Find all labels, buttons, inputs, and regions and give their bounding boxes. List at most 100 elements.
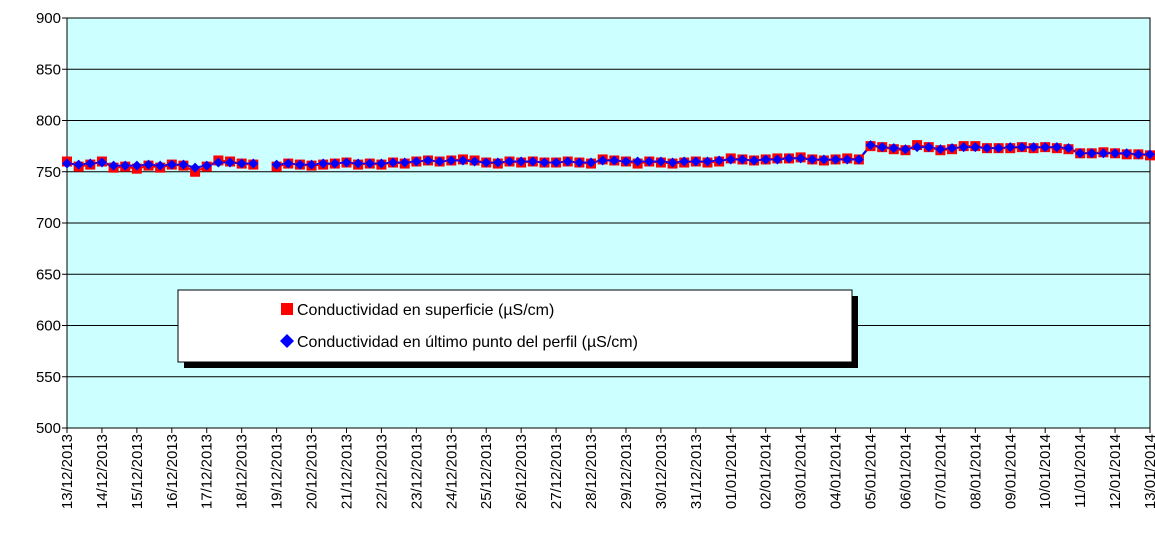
x-tick-label: 29/12/2013	[618, 434, 635, 509]
marker	[190, 162, 201, 173]
marker	[830, 154, 841, 165]
marker	[446, 155, 457, 166]
marker	[62, 158, 72, 169]
marker	[318, 158, 329, 169]
x-tick-label: 23/12/2013	[408, 434, 425, 509]
marker	[411, 156, 422, 167]
x-tick-label: 26/12/2013	[513, 434, 530, 509]
marker	[306, 159, 317, 170]
marker	[714, 155, 725, 166]
marker	[166, 159, 177, 170]
x-tick-label: 30/12/2013	[653, 434, 670, 509]
marker	[225, 157, 236, 168]
y-tick-label: 850	[36, 61, 61, 78]
marker	[597, 155, 608, 166]
marker	[329, 158, 340, 169]
legend-marker	[280, 334, 294, 348]
marker	[935, 144, 946, 155]
y-tick-label: 900	[36, 10, 61, 27]
x-tick-label: 13/12/2013	[59, 434, 76, 509]
marker	[294, 159, 305, 170]
marker	[364, 158, 375, 169]
marker	[155, 160, 166, 171]
marker	[131, 160, 142, 171]
x-tick-label: 18/12/2013	[234, 434, 251, 509]
marker	[527, 156, 538, 167]
marker	[888, 143, 899, 154]
marker	[539, 157, 550, 168]
marker	[1028, 142, 1039, 153]
marker	[434, 156, 445, 167]
marker	[1110, 148, 1121, 159]
marker	[96, 157, 107, 168]
marker	[865, 140, 876, 151]
marker	[143, 159, 154, 170]
x-tick-label: 09/01/2014	[1002, 434, 1019, 509]
x-tick-label: 15/12/2013	[129, 434, 146, 509]
marker	[481, 157, 492, 168]
marker	[586, 157, 597, 168]
marker	[1145, 149, 1155, 160]
marker	[1040, 142, 1051, 153]
marker	[807, 154, 818, 165]
marker	[1121, 148, 1132, 159]
marker	[120, 160, 131, 171]
plot-border	[66, 17, 1151, 429]
x-tick-label: 17/12/2013	[199, 434, 216, 509]
marker	[469, 156, 480, 167]
x-tick-label: 31/12/2013	[688, 434, 705, 509]
marker	[201, 160, 212, 171]
marker	[248, 158, 259, 169]
marker	[749, 155, 760, 166]
marker	[376, 158, 387, 169]
marker	[1133, 149, 1144, 160]
marker	[725, 154, 736, 165]
x-tick-label: 19/12/2013	[269, 434, 286, 509]
marker	[784, 153, 794, 164]
y-tick-label: 550	[36, 369, 61, 386]
marker	[1098, 148, 1109, 159]
x-tick-label: 22/12/2013	[373, 434, 390, 509]
marker	[958, 142, 969, 153]
marker	[353, 158, 364, 169]
legend-marker	[281, 303, 293, 315]
marker	[423, 155, 433, 166]
legend	[177, 289, 853, 363]
marker	[341, 157, 352, 168]
marker	[818, 154, 829, 165]
marker	[760, 154, 771, 165]
marker	[1086, 148, 1097, 159]
x-tick-label: 04/01/2014	[828, 434, 845, 509]
marker	[679, 156, 690, 167]
marker	[644, 156, 655, 167]
x-tick-label: 25/12/2013	[478, 434, 495, 509]
marker	[853, 154, 864, 165]
marker	[620, 156, 631, 167]
legend-label: Conductividad en último punto del perfil…	[297, 334, 638, 351]
marker	[632, 156, 643, 167]
marker	[85, 158, 96, 169]
marker	[1005, 142, 1016, 153]
marker	[667, 157, 678, 168]
marker	[236, 158, 247, 169]
marker	[1016, 142, 1027, 153]
marker	[772, 154, 783, 165]
marker	[795, 153, 806, 164]
x-tick-label: 13/01/2014	[1142, 434, 1155, 509]
marker	[877, 142, 888, 153]
marker	[609, 155, 620, 166]
y-tick-label: 800	[36, 113, 61, 130]
x-tick-label: 21/12/2013	[338, 434, 355, 509]
marker	[504, 156, 515, 167]
legend-label: Conductividad en superficie (µS/cm)	[297, 302, 554, 319]
x-tick-label: 11/01/2014	[1072, 434, 1089, 508]
x-tick-label: 03/01/2014	[793, 434, 810, 509]
marker	[213, 157, 224, 168]
x-tick-label: 28/12/2013	[583, 434, 600, 509]
y-tick-label: 700	[36, 215, 61, 232]
y-tick-label: 650	[36, 266, 61, 283]
marker	[551, 157, 562, 168]
x-tick-label: 01/01/2014	[723, 434, 740, 509]
marker	[690, 156, 701, 167]
